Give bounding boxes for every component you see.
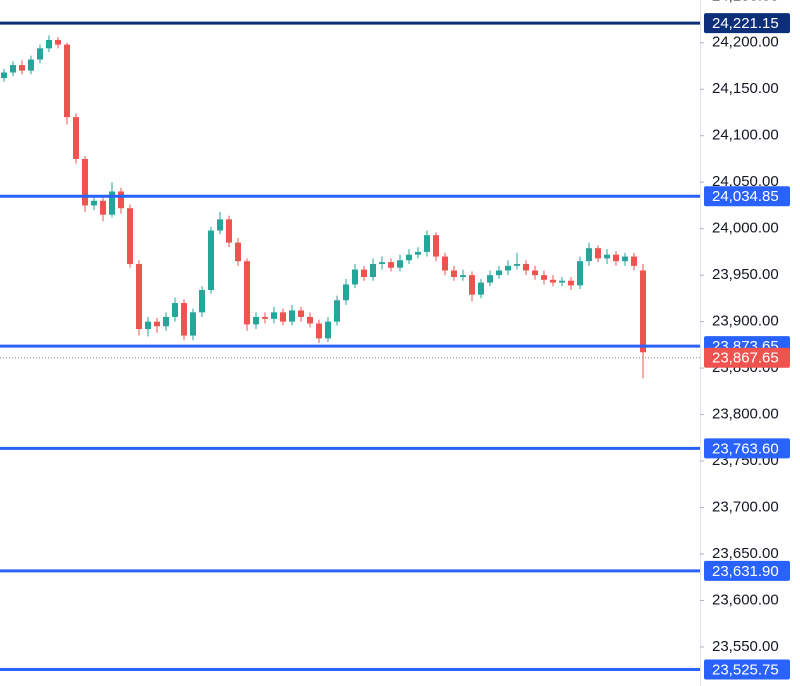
candle-body	[505, 265, 511, 271]
candle-body	[469, 275, 475, 295]
y-tick-label: 24,000.00	[712, 220, 779, 237]
candle-body	[244, 261, 250, 325]
y-tick-label: 23,650.00	[712, 545, 779, 562]
candle-body	[532, 270, 538, 276]
candle-body	[55, 39, 61, 45]
candle-body	[235, 242, 241, 262]
y-tick-label: 23,950.00	[712, 266, 779, 283]
candle-body	[199, 290, 205, 313]
level-label-box	[704, 186, 790, 207]
candle-body	[28, 59, 34, 71]
y-tick-label: 24,200.00	[712, 34, 779, 51]
candle-body	[406, 254, 412, 261]
candle-body	[487, 275, 493, 283]
candle-body	[496, 270, 502, 276]
candle-body	[190, 312, 196, 336]
candle-body	[217, 219, 223, 231]
candle-body	[613, 254, 619, 262]
candle-body	[91, 200, 97, 206]
candle-body	[298, 310, 304, 317]
candle-body	[46, 39, 52, 49]
candle-body	[514, 263, 520, 266]
level-label: 23,763.60	[712, 440, 779, 457]
candle-body	[370, 263, 376, 278]
candle-body	[208, 230, 214, 291]
candle-body	[595, 248, 601, 259]
last-price-label: 23,867.65	[712, 350, 779, 367]
candle-body	[109, 191, 115, 215]
y-tick-label: 23,700.00	[712, 498, 779, 515]
level-label: 23,631.90	[712, 563, 779, 580]
y-tick-label: 23,900.00	[712, 313, 779, 330]
candle-body	[181, 303, 187, 336]
y-tick-label: 24,150.00	[712, 80, 779, 97]
candle-body	[262, 316, 268, 319]
candle-body	[253, 316, 259, 325]
candle-body	[136, 263, 142, 330]
candle-body	[379, 262, 385, 264]
level-label: 24,034.85	[712, 188, 779, 205]
candle-body	[10, 65, 16, 73]
y-tick-label: 24,100.00	[712, 127, 779, 144]
candle-body	[577, 261, 583, 286]
candle-body	[325, 321, 331, 339]
level-label-box	[704, 560, 790, 581]
candle-body	[451, 270, 457, 278]
candle-body	[289, 310, 295, 322]
candle-body	[523, 263, 529, 271]
candle-body	[442, 256, 448, 271]
y-tick-label: 24,250.00	[712, 0, 779, 4]
candle-body	[163, 316, 169, 327]
candle-body	[424, 235, 430, 252]
candle-body	[316, 323, 322, 339]
candle-body	[271, 312, 277, 319]
y-tick-label: 24,050.00	[712, 173, 779, 190]
candle-body	[307, 316, 313, 324]
candle-body	[82, 158, 88, 206]
candle-body	[64, 44, 70, 118]
candle-body	[19, 65, 25, 71]
y-tick-label: 23,550.00	[712, 638, 779, 655]
candle-body	[631, 256, 637, 266]
candle-body	[334, 300, 340, 322]
candle-body	[541, 275, 547, 280]
candle-body	[568, 280, 574, 286]
candle-body	[478, 282, 484, 295]
candle-body	[622, 256, 628, 262]
candle-body	[361, 269, 367, 278]
candle-body	[550, 279, 556, 283]
candle-body	[127, 208, 133, 264]
candle-body	[460, 275, 466, 278]
level-label-box	[704, 13, 790, 34]
candle-body	[154, 321, 160, 327]
last-price-label-box	[704, 347, 790, 368]
candle-body	[145, 321, 151, 330]
candle-body	[397, 260, 403, 268]
candle-body	[1, 72, 7, 79]
level-label-box	[704, 659, 790, 680]
candle-body	[433, 235, 439, 257]
candle-body	[280, 312, 286, 322]
candle-body	[388, 262, 394, 268]
y-tick-label: 23,800.00	[712, 406, 779, 423]
candle-body	[559, 280, 565, 283]
candle-body	[586, 248, 592, 262]
candle-body	[73, 117, 79, 159]
candle-body	[604, 254, 610, 259]
candle-body	[352, 269, 358, 285]
candle-body	[100, 200, 106, 215]
candle-body	[343, 284, 349, 301]
candle-body	[172, 303, 178, 317]
candle-body	[415, 251, 421, 255]
level-label: 23,525.75	[712, 661, 779, 678]
candle-body	[118, 191, 124, 209]
level-label: 24,221.15	[712, 15, 779, 32]
candle-body	[640, 270, 646, 353]
level-label-box	[704, 438, 790, 459]
candle-body	[226, 219, 232, 243]
candle-body	[37, 48, 43, 60]
y-tick-label: 23,600.00	[712, 591, 779, 608]
